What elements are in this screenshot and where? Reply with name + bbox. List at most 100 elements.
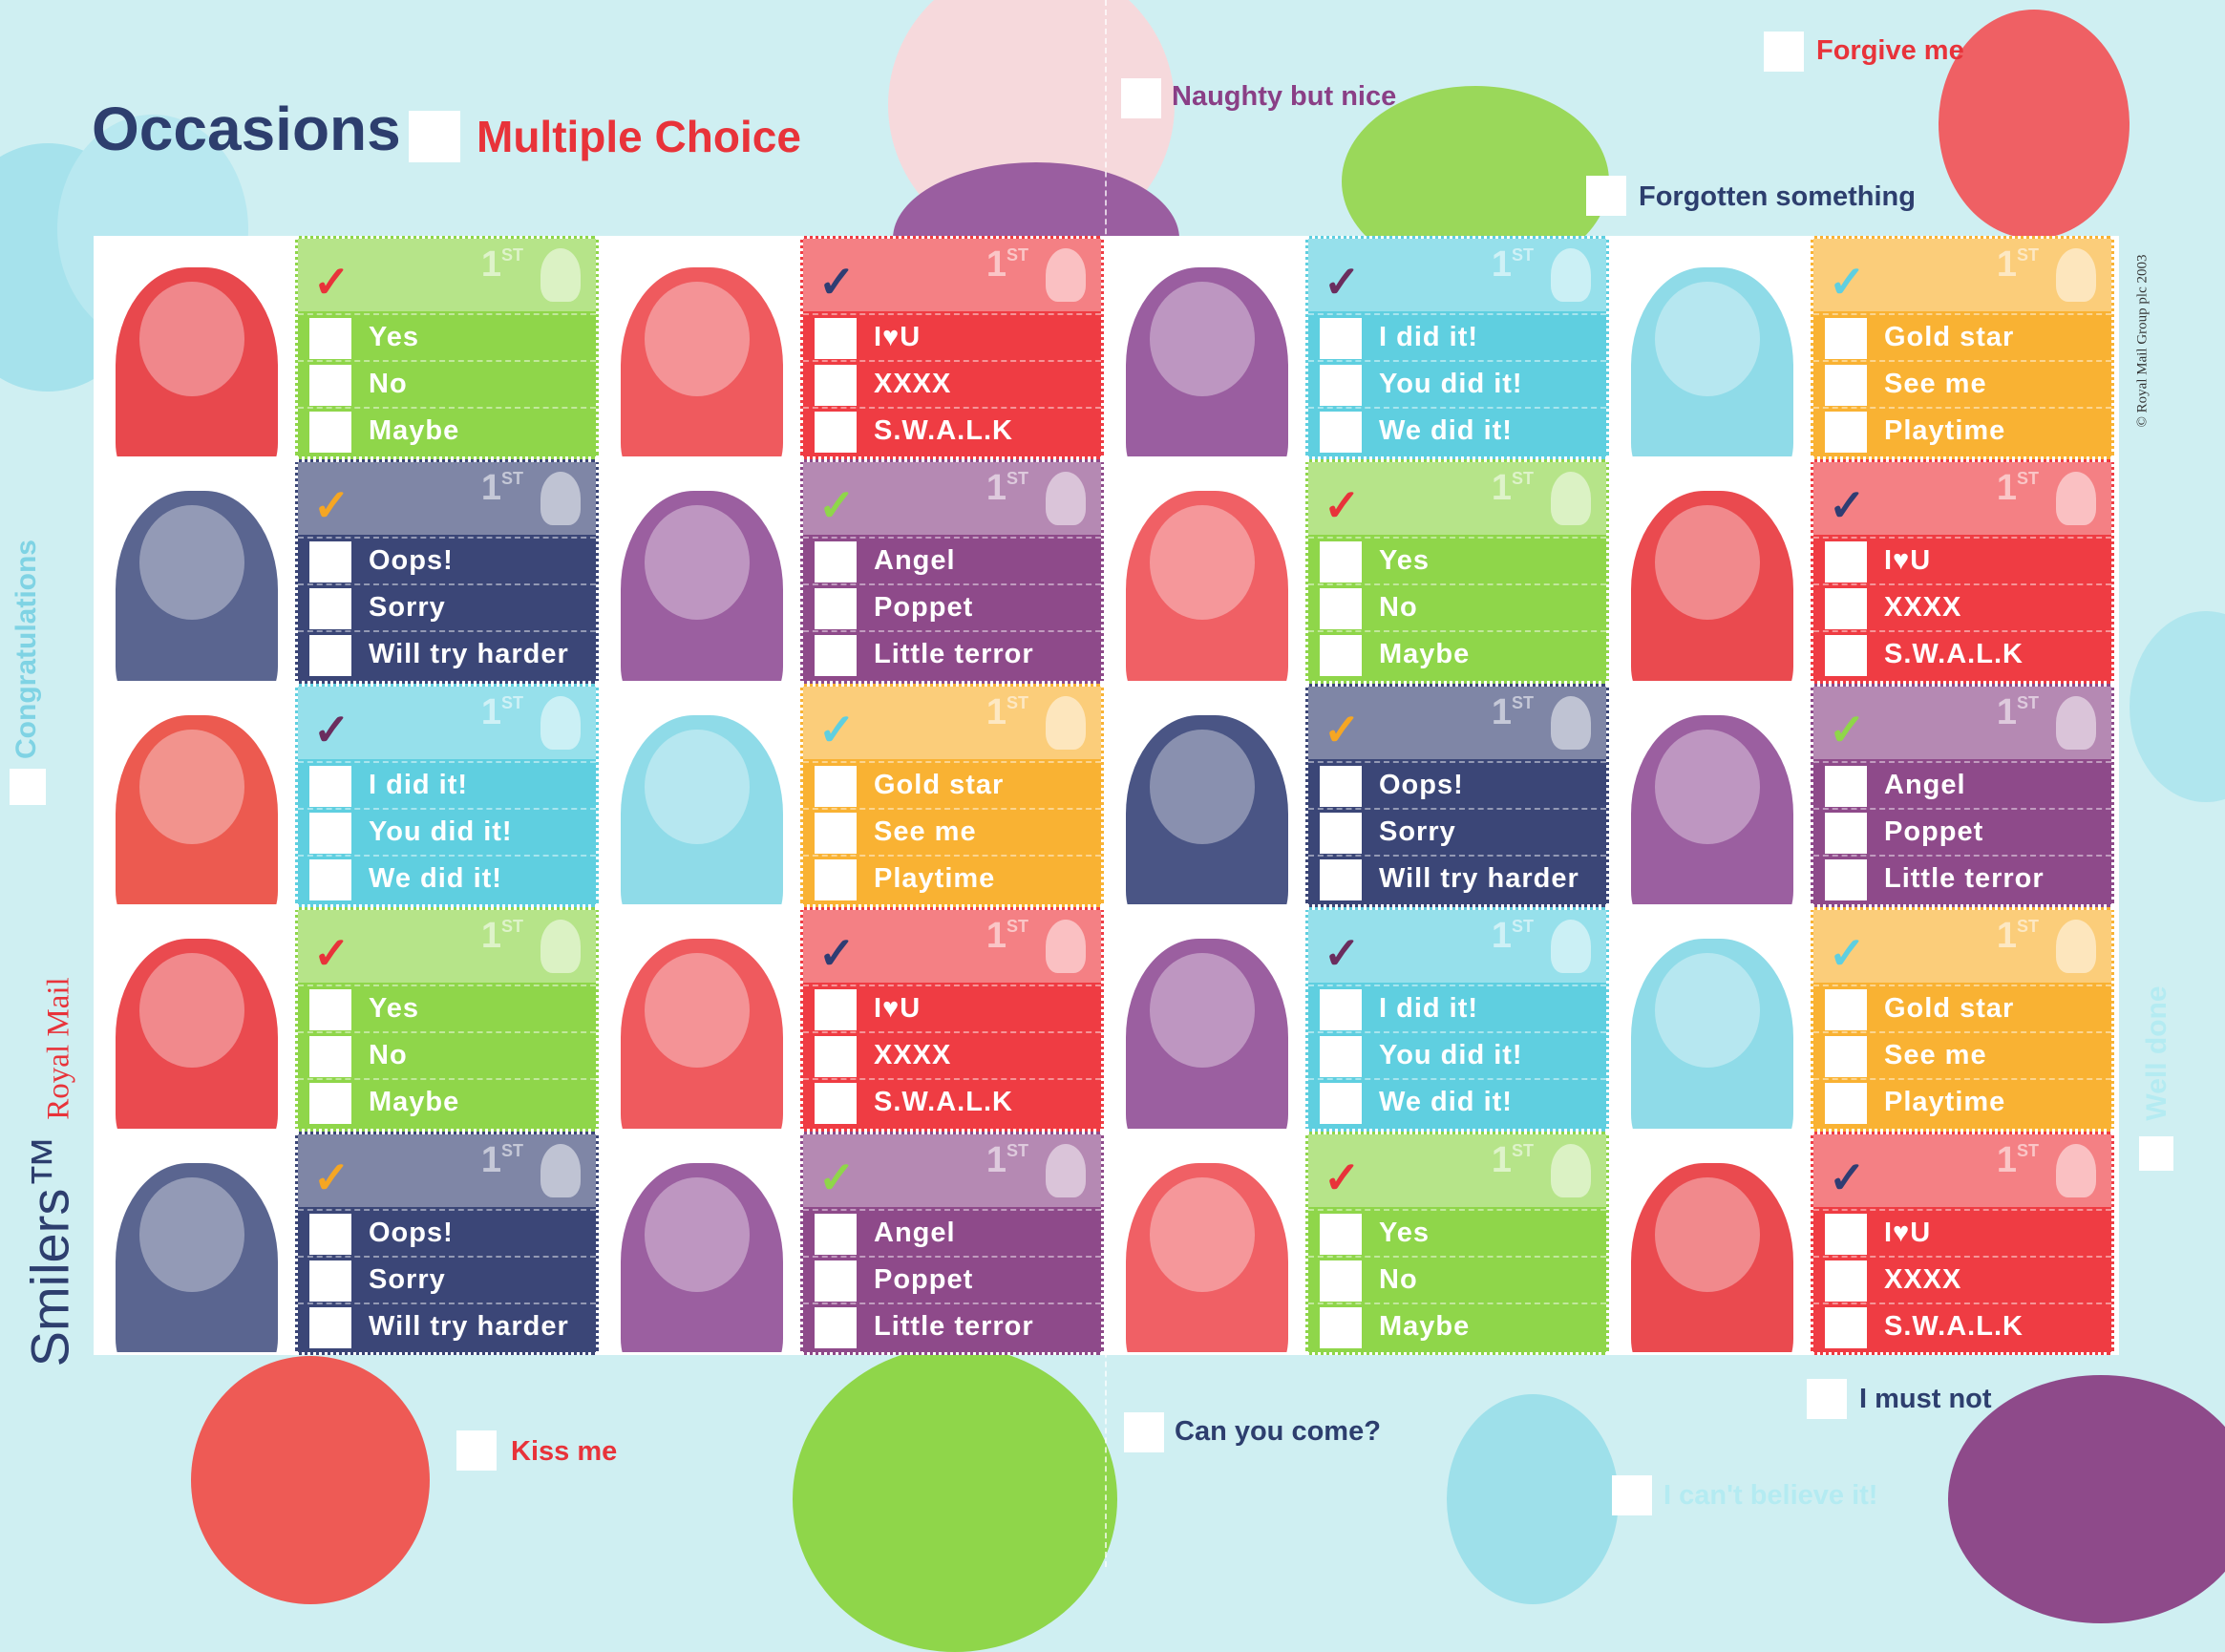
option-box [815, 635, 857, 677]
option-row: Gold star [1813, 985, 2111, 1033]
option-text: Playtime [1884, 415, 2006, 446]
photo-face [1655, 729, 1760, 844]
option-row: XXXX [1813, 1255, 2111, 1304]
photo-subject [1631, 1162, 1793, 1352]
option-box [815, 541, 857, 583]
queen-head [2056, 920, 2096, 974]
queen-head [1551, 472, 1591, 526]
option-box [309, 1036, 351, 1078]
option-row: Gold star [1813, 313, 2111, 362]
margin-label: I can't believe it! [1663, 1480, 1878, 1511]
photo-stamp [1609, 459, 1811, 684]
option-text: Poppet [1884, 815, 1984, 847]
option-box [1320, 635, 1362, 677]
denomination-suffix: ST [1006, 917, 1028, 937]
option-text: Yes [1379, 1217, 1430, 1248]
option-row: Little terror [1813, 854, 2111, 903]
check-mark: ✓ [1829, 1152, 1866, 1202]
option-text: We did it! [369, 862, 502, 894]
queen-head [2056, 248, 2096, 302]
tick-box [10, 769, 46, 805]
option-box [1320, 1306, 1362, 1348]
option-row: I did it! [298, 760, 596, 810]
option-row: Little terror [803, 630, 1101, 679]
option-row: Oops! [298, 537, 596, 585]
option-box [1320, 1213, 1362, 1255]
queen-head [1551, 248, 1591, 302]
option-box [1825, 812, 1867, 854]
photo-face [1655, 1176, 1760, 1292]
photo-stamp [599, 236, 800, 460]
option-text: Sorry [369, 1263, 446, 1295]
option-box [1320, 812, 1362, 854]
option-box [1320, 588, 1362, 630]
option-text: No [1379, 592, 1418, 624]
queen-head [1046, 1143, 1086, 1197]
denomination-suffix: ST [500, 692, 523, 712]
photo-subject [1631, 267, 1793, 457]
denomination: 1ST [481, 244, 523, 286]
photo-stamp [599, 683, 800, 908]
option-box [1320, 989, 1362, 1031]
option-text: See me [1884, 1040, 1987, 1071]
option-text: I♥U [1884, 1217, 1932, 1248]
tick-box [409, 111, 460, 162]
option-text: I♥U [874, 322, 922, 352]
option-row: Maybe [1308, 630, 1606, 679]
option-box [815, 588, 857, 630]
option-row: I♥U [1813, 537, 2111, 585]
option-row: I♥U [803, 985, 1101, 1033]
photo-subject [621, 939, 783, 1129]
option-row: You did it! [1308, 1031, 1606, 1080]
denomination-value: 1 [985, 916, 1007, 957]
option-row: No [1308, 583, 1606, 632]
option-text: Yes [369, 322, 419, 352]
tick-box [1612, 1475, 1652, 1515]
option-box [309, 541, 351, 583]
check-mark: ✓ [1324, 928, 1361, 979]
photo-subject [116, 714, 278, 905]
denomination-suffix: ST [2016, 245, 2039, 265]
photo-stamp [1609, 236, 1811, 460]
check-mark: ✓ [818, 704, 856, 754]
option-text: No [1379, 1263, 1418, 1295]
option-row: S.W.A.L.K [1813, 630, 2111, 679]
photo-face [139, 1176, 244, 1292]
option-box [815, 365, 857, 406]
option-text: Oops! [369, 545, 454, 577]
denomination-suffix: ST [500, 469, 523, 489]
option-box [1825, 765, 1867, 807]
option-box [1320, 765, 1362, 807]
option-row: Maybe [298, 1078, 596, 1127]
subtitle: Multiple Choice [477, 112, 801, 161]
check-mark: ✓ [1829, 704, 1866, 754]
photo-subject [116, 939, 278, 1129]
option-row: Poppet [1813, 807, 2111, 857]
option-text: I♥U [874, 993, 922, 1025]
option-row: You did it! [298, 807, 596, 857]
margin-label: Can you come? [1175, 1416, 1381, 1447]
option-box [815, 412, 857, 453]
denomination-value: 1 [985, 244, 1007, 285]
photo-subject [621, 267, 783, 457]
photo-stamp [599, 907, 800, 1132]
denomination-value: 1 [480, 691, 501, 732]
photo-stamp [1104, 236, 1305, 460]
check-mark: ✓ [313, 1152, 350, 1202]
option-text: We did it! [1379, 415, 1513, 446]
denomination-suffix: ST [2016, 1140, 2039, 1160]
option-text: Yes [1379, 545, 1430, 577]
label-stamp: ✓ 1ST Angel Poppet Little terror [800, 459, 1104, 684]
denomination-suffix: ST [1511, 469, 1534, 489]
photo-face [1150, 1176, 1255, 1292]
option-text: Little terror [874, 1310, 1034, 1342]
denomination-value: 1 [480, 244, 501, 285]
tick-box [456, 1430, 497, 1471]
option-box [1825, 635, 1867, 677]
option-box [1320, 1260, 1362, 1302]
denomination-suffix: ST [500, 917, 523, 937]
option-row: Will try harder [298, 1302, 596, 1351]
photo-subject [621, 491, 783, 681]
denomination: 1ST [1492, 244, 1534, 286]
denomination-value: 1 [480, 1139, 501, 1180]
